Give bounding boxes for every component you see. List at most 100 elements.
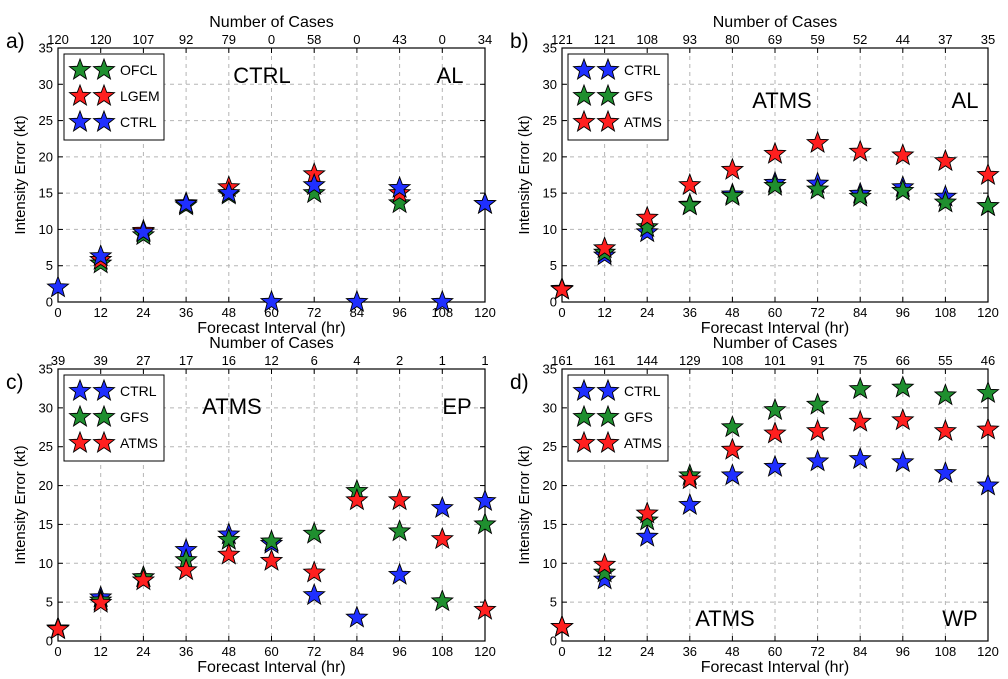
data-point-star bbox=[848, 446, 872, 470]
case-count-label: 0 bbox=[353, 32, 360, 47]
case-count-label: 1 bbox=[439, 353, 446, 368]
data-point-star bbox=[302, 180, 326, 204]
case-count-label: 39 bbox=[51, 353, 65, 368]
y-tick-label: 25 bbox=[39, 113, 53, 128]
data-point-star bbox=[763, 454, 787, 477]
data-point-star bbox=[217, 180, 241, 204]
data-point-star bbox=[131, 220, 156, 243]
data-point-star bbox=[259, 548, 284, 571]
legend-label: CTRL bbox=[624, 62, 661, 78]
x-axis-label: Forecast Interval (hr) bbox=[197, 659, 345, 676]
data-point-star bbox=[891, 178, 915, 201]
legend-star bbox=[68, 109, 92, 132]
case-count-label: 108 bbox=[722, 353, 744, 368]
data-point-star bbox=[976, 162, 1000, 185]
case-count-label: 52 bbox=[853, 32, 867, 47]
case-count-label: 108 bbox=[636, 32, 658, 47]
legend-star bbox=[68, 430, 92, 453]
y-axis-label: Intensity Error (kt) bbox=[516, 115, 533, 234]
legend: CTRL GFS ATMS bbox=[63, 374, 165, 462]
data-point-star bbox=[805, 130, 830, 154]
x-tick-label: 60 bbox=[264, 644, 278, 659]
x-tick-label: 60 bbox=[768, 644, 782, 659]
y-tick-label: 35 bbox=[39, 41, 53, 56]
x-tick-label: 0 bbox=[558, 644, 565, 659]
case-count-label: 107 bbox=[133, 32, 155, 47]
y-tick-label: 30 bbox=[39, 77, 53, 92]
legend-star bbox=[68, 57, 92, 80]
legend-label: CTRL bbox=[120, 383, 157, 399]
y-tick-label: 0 bbox=[46, 634, 53, 649]
x-tick-label: 72 bbox=[307, 644, 321, 659]
y-tick-label: 20 bbox=[39, 478, 53, 493]
data-point-star bbox=[678, 193, 702, 216]
x-tick-label: 24 bbox=[640, 305, 654, 320]
x-tick-label: 96 bbox=[392, 305, 406, 320]
panel-letter: c) bbox=[6, 371, 24, 394]
panel-title: ATMS bbox=[752, 88, 811, 113]
legend-star bbox=[596, 109, 620, 132]
legend-star bbox=[68, 83, 92, 106]
data-point-star bbox=[345, 605, 369, 628]
x-tick-label: 0 bbox=[558, 305, 565, 320]
data-point-star bbox=[976, 473, 1000, 496]
y-tick-label: 35 bbox=[543, 362, 557, 377]
panel-letter: a) bbox=[6, 30, 25, 53]
x-tick-label: 120 bbox=[474, 305, 496, 320]
data-point-star bbox=[763, 141, 787, 164]
y-tick-label: 10 bbox=[543, 222, 557, 237]
case-count-label: 2 bbox=[396, 353, 403, 368]
data-point-star bbox=[174, 557, 198, 581]
case-count-label: 0 bbox=[268, 32, 275, 47]
panel-letter: b) bbox=[510, 30, 529, 53]
x-tick-label: 24 bbox=[640, 644, 654, 659]
x-tick-label: 48 bbox=[725, 305, 739, 320]
data-point-star bbox=[89, 243, 113, 267]
case-count-label: 129 bbox=[679, 353, 701, 368]
data-point-star bbox=[302, 172, 326, 196]
legend-star bbox=[68, 404, 92, 427]
legend-label: ATMS bbox=[624, 114, 662, 130]
x-tick-label: 36 bbox=[179, 305, 193, 320]
panel-a: 0120121202410736924879600725884096431080… bbox=[6, 14, 497, 337]
data-point-star bbox=[635, 501, 659, 524]
data-point-star bbox=[430, 589, 454, 612]
data-point-star bbox=[131, 568, 156, 591]
data-point-star bbox=[891, 449, 915, 473]
case-count-label: 80 bbox=[725, 32, 739, 47]
data-point-star bbox=[976, 380, 1000, 404]
data-point-star bbox=[550, 614, 574, 637]
panel-d: 0 161 12 161 24 144 36 129 48 108 60 101 72 91 84 75 96 6… bbox=[510, 335, 1000, 676]
legend: OFCL LGEM CTRL bbox=[63, 53, 165, 141]
case-count-label: 161 bbox=[594, 353, 616, 368]
series-ctrl bbox=[46, 172, 497, 312]
data-point-star bbox=[848, 184, 872, 207]
case-count-label: 91 bbox=[810, 353, 824, 368]
data-point-star bbox=[635, 205, 659, 228]
legend-label: LGEM bbox=[120, 88, 160, 104]
data-point-star bbox=[550, 277, 574, 300]
data-point-star bbox=[592, 552, 617, 575]
data-point-star bbox=[635, 214, 659, 238]
data-point-star bbox=[430, 289, 454, 312]
x-tick-label: 96 bbox=[392, 644, 406, 659]
y-tick-label: 30 bbox=[543, 400, 557, 415]
data-point-star bbox=[89, 590, 113, 613]
data-point-star bbox=[430, 526, 454, 550]
case-count-label: 44 bbox=[896, 32, 910, 47]
legend-star bbox=[572, 109, 596, 132]
case-count-label: 4 bbox=[353, 353, 360, 368]
y-axis-label: Intensity Error (kt) bbox=[12, 115, 29, 234]
data-point-star bbox=[635, 508, 659, 531]
y-tick-label: 25 bbox=[39, 439, 53, 454]
case-count-label: 27 bbox=[136, 353, 150, 368]
legend-label: GFS bbox=[120, 409, 149, 425]
x-tick-label: 84 bbox=[853, 305, 867, 320]
legend-star bbox=[596, 57, 620, 80]
panel-title: ATMS bbox=[202, 394, 261, 419]
case-count-label: 161 bbox=[551, 353, 573, 368]
case-count-label: 121 bbox=[594, 32, 616, 47]
y-tick-label: 5 bbox=[46, 258, 53, 273]
data-point-star bbox=[259, 529, 284, 552]
